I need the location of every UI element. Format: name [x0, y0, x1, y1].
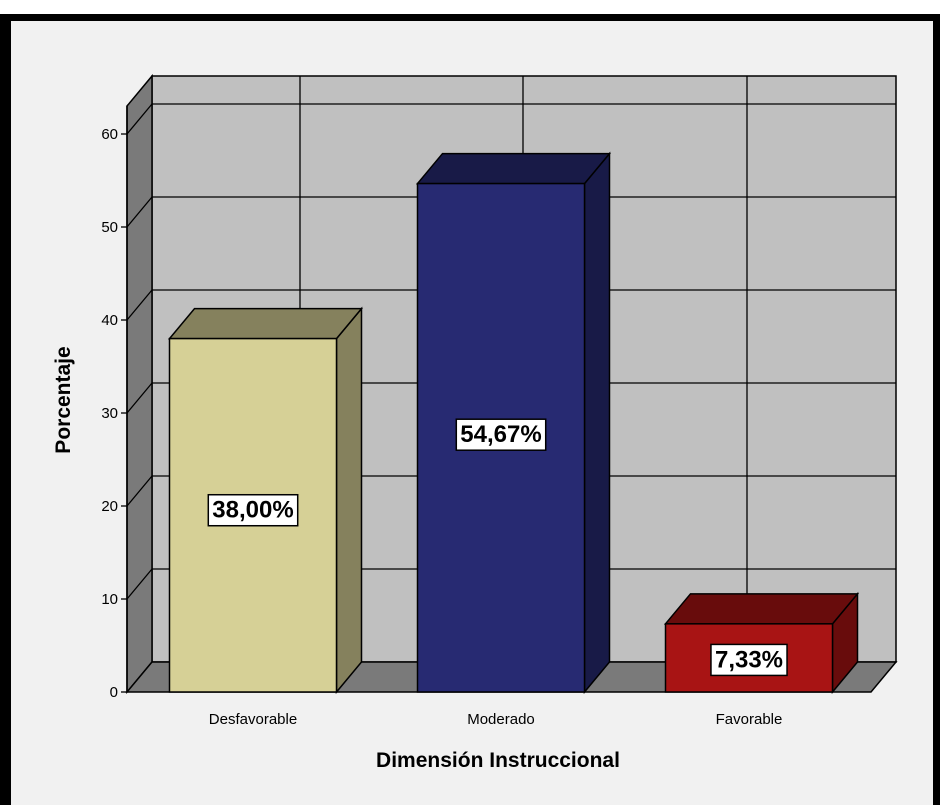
y-axis-title: Porcentaje	[52, 346, 75, 453]
x-axis-title: Dimensión Instruccional	[376, 749, 620, 772]
y-tick-label: 0	[110, 684, 118, 701]
grid-side-line	[126, 568, 153, 600]
data-label: 54,67%	[455, 418, 547, 451]
bar-top-face	[167, 307, 364, 340]
y-tick-label: 50	[101, 219, 118, 236]
y-tick-label: 60	[101, 126, 118, 143]
side-wall	[126, 73, 153, 695]
x-tick-label: Moderado	[467, 711, 535, 728]
data-label: 38,00%	[207, 493, 299, 527]
x-tick-label: Favorable	[716, 711, 783, 728]
grid-side-line	[126, 475, 153, 507]
data-labels: 38,00% 54,67% 7,33%	[207, 418, 788, 677]
data-label-text: 54,67%	[460, 421, 541, 448]
y-tick-label: 40	[101, 312, 118, 329]
grid-side-line	[126, 196, 153, 228]
grid-side-line	[126, 103, 153, 135]
y-tick-label: 30	[101, 405, 118, 422]
bar-side-face	[335, 306, 363, 695]
y-tick-label: 20	[101, 498, 118, 515]
data-label-text: 38,00%	[212, 497, 293, 524]
x-tick-label: Desfavorable	[209, 711, 297, 728]
data-label-box	[207, 493, 299, 527]
bar-moderado	[415, 151, 612, 695]
bar-top-face	[415, 152, 612, 185]
data-label-box	[710, 643, 788, 677]
grid-side-line	[126, 382, 153, 414]
y-tick-label: 10	[101, 591, 118, 608]
bar-side-face	[583, 151, 611, 695]
data-label-box	[455, 418, 547, 451]
data-label-text: 7,33%	[715, 646, 783, 673]
grid-side-line	[126, 289, 153, 321]
bar-top-face	[663, 593, 860, 625]
x-axis: Desfavorable Moderado Favorable	[209, 711, 783, 728]
bars	[167, 151, 860, 695]
bar-favorable	[663, 591, 860, 695]
data-label: 7,33%	[710, 643, 788, 677]
y-axis: 0 10 20 30 40 50 60	[101, 106, 128, 701]
